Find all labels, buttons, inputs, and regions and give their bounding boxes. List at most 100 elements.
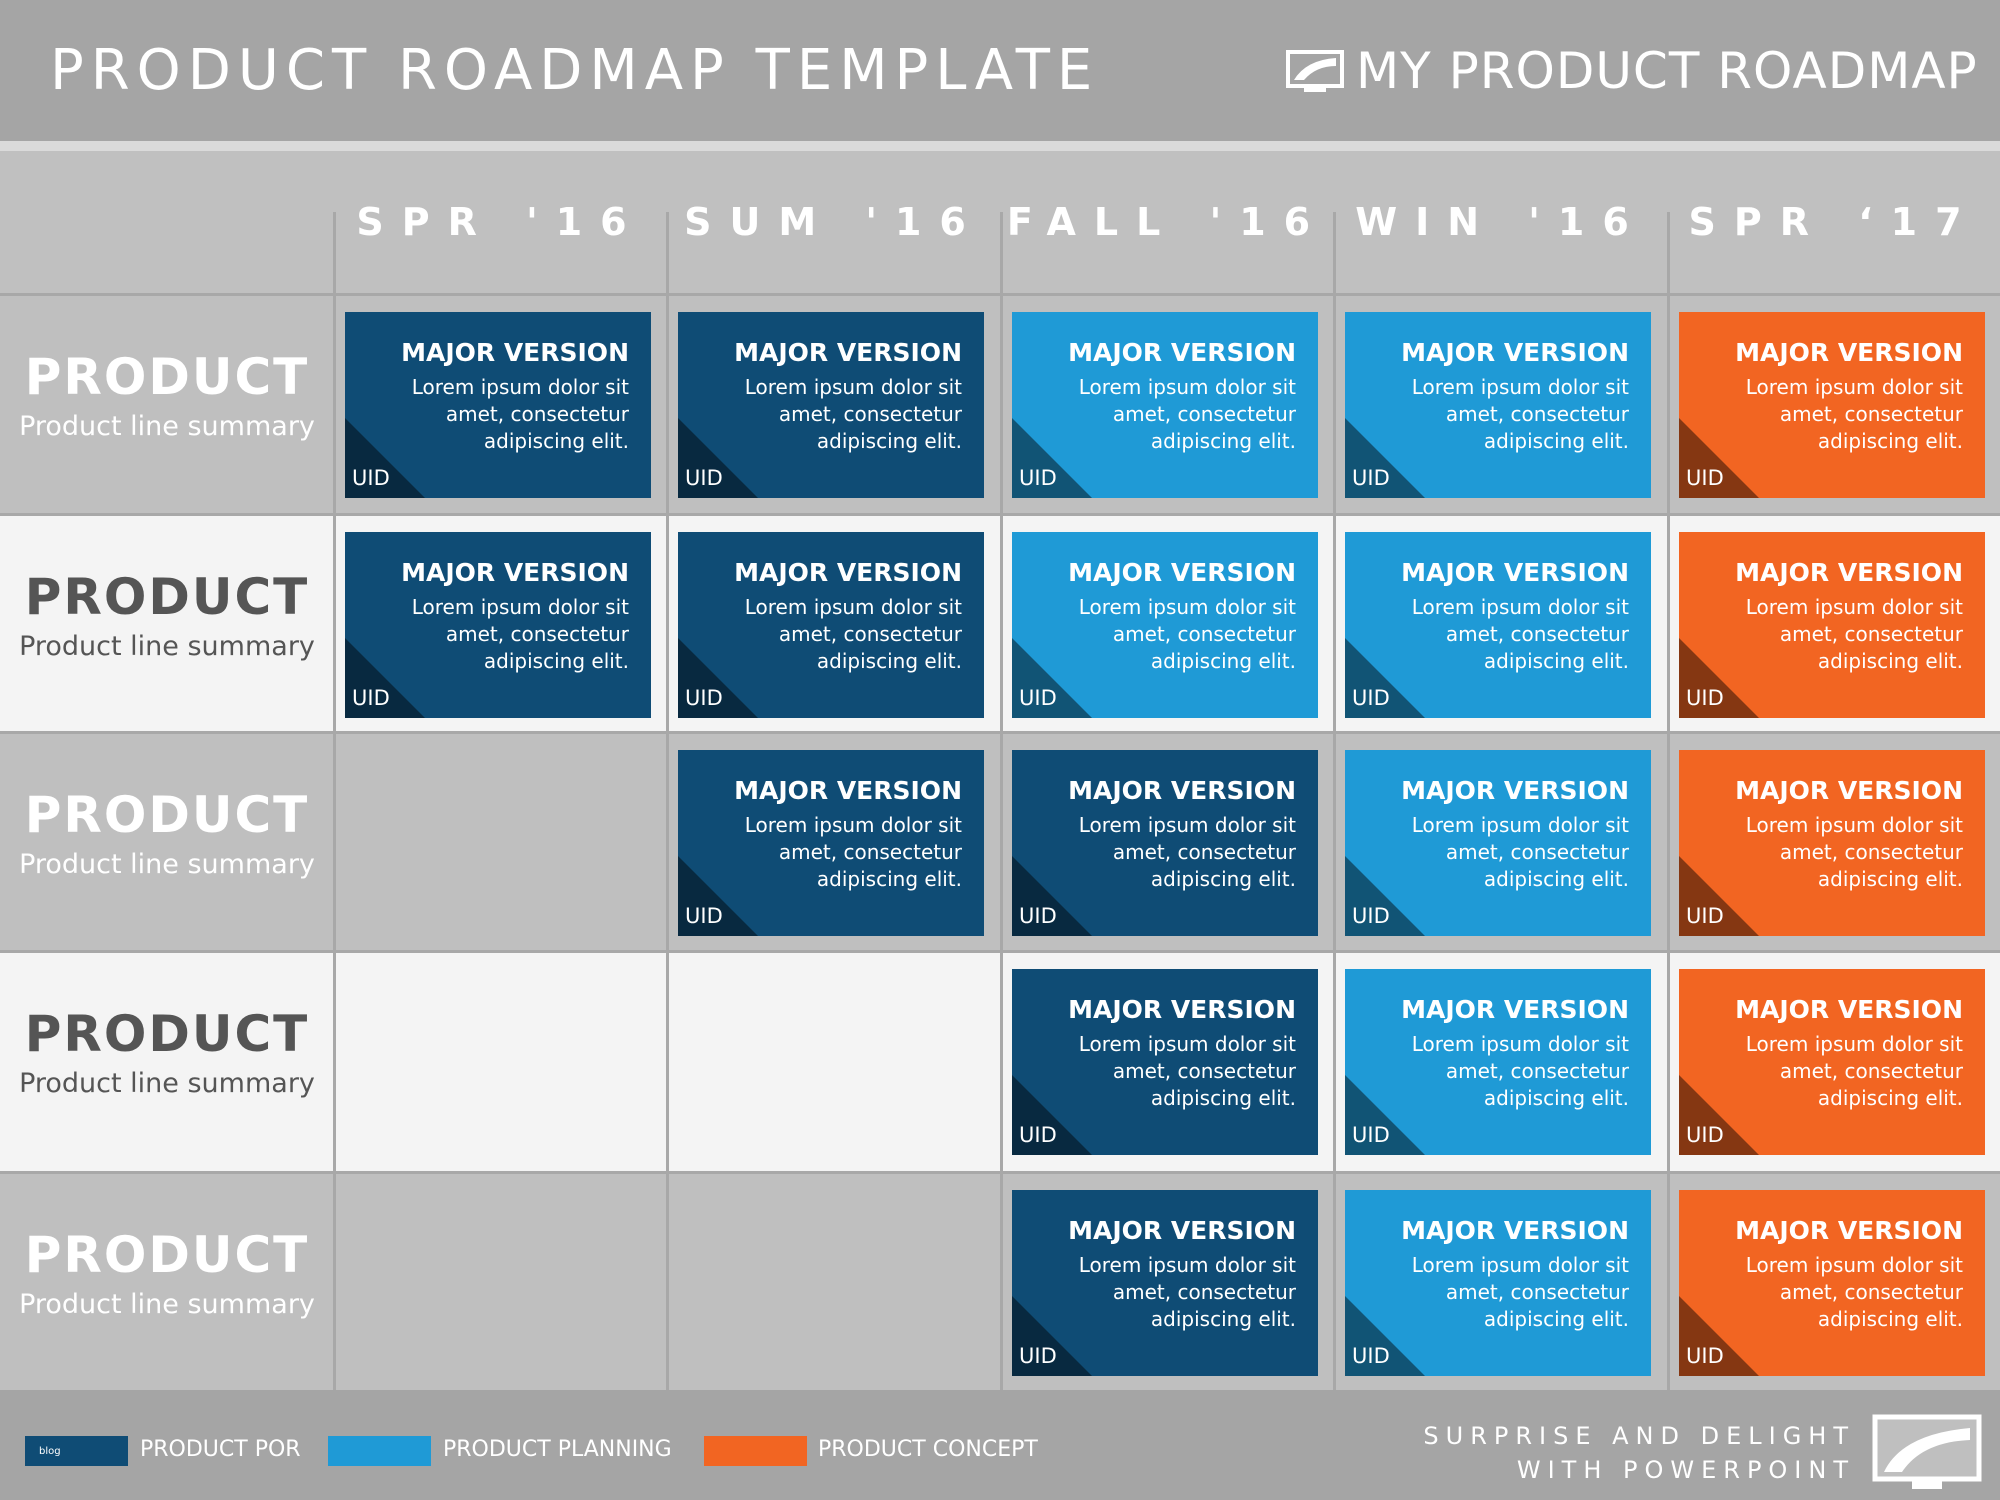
legend-swatch: [704, 1436, 807, 1466]
legend-label: PRODUCT CONCEPT: [818, 1437, 1038, 1462]
column-divider: [1000, 212, 1003, 1390]
brand-logo: [1286, 50, 1344, 92]
roadmap-card: MAJOR VERSION Lorem ipsum dolor sit amet,…: [1012, 969, 1318, 1155]
row-summary: Product line summary: [19, 631, 315, 662]
card-text: Lorem ipsum dolor sit amet, consectetur …: [1745, 375, 1963, 453]
card-title: MAJOR VERSION: [734, 776, 962, 805]
card-text: Lorem ipsum dolor sit amet, consectetur …: [411, 595, 629, 673]
column-divider: [1667, 212, 1670, 1390]
card-title: MAJOR VERSION: [401, 338, 629, 367]
row-title: PRODUCT: [24, 568, 310, 626]
card-title: MAJOR VERSION: [1068, 995, 1296, 1024]
roadmap-card: MAJOR VERSION Lorem ipsum dolor sit amet,…: [1345, 750, 1651, 936]
row-summary: Product line summary: [19, 411, 315, 442]
card-title: MAJOR VERSION: [734, 558, 962, 587]
column-header: SUM '16: [684, 200, 984, 244]
roadmap-card: MAJOR VERSION Lorem ipsum dolor sit amet,…: [345, 532, 651, 718]
card-uid: UID: [1019, 1123, 1057, 1147]
card-uid: UID: [1352, 904, 1390, 928]
roadmap-card: MAJOR VERSION Lorem ipsum dolor sit amet,…: [1012, 750, 1318, 936]
column-header: FALL '16: [1006, 200, 1329, 244]
card-uid: UID: [1686, 466, 1724, 490]
card-title: MAJOR VERSION: [1401, 558, 1629, 587]
card-uid: UID: [1019, 904, 1057, 928]
card-uid: UID: [352, 686, 390, 710]
brand-name: MY PRODUCT ROADMAP: [1356, 42, 1978, 100]
card-uid: UID: [685, 904, 723, 928]
card-text: Lorem ipsum dolor sit amet, consectetur …: [1078, 813, 1296, 891]
column-header: WIN '16: [1355, 200, 1647, 244]
card-text: Lorem ipsum dolor sit amet, consectetur …: [411, 375, 629, 453]
card-text: Lorem ipsum dolor sit amet, consectetur …: [1078, 1253, 1296, 1331]
card-title: MAJOR VERSION: [1068, 338, 1296, 367]
roadmap-card: MAJOR VERSION Lorem ipsum dolor sit amet,…: [1345, 969, 1651, 1155]
card-uid: UID: [685, 466, 723, 490]
card-uid: UID: [352, 466, 390, 490]
card-text: Lorem ipsum dolor sit amet, consectetur …: [744, 375, 962, 453]
header-bar: [0, 0, 2000, 141]
card-text: Lorem ipsum dolor sit amet, consectetur …: [1411, 1032, 1629, 1110]
card-uid: UID: [1019, 686, 1057, 710]
card-text: Lorem ipsum dolor sit amet, consectetur …: [1078, 375, 1296, 453]
header-rule: [0, 141, 2000, 151]
card-title: MAJOR VERSION: [1735, 338, 1963, 367]
card-text: Lorem ipsum dolor sit amet, consectetur …: [1411, 813, 1629, 891]
legend-swatch: blog: [25, 1436, 128, 1466]
row-title: PRODUCT: [24, 1226, 310, 1284]
card-text: Lorem ipsum dolor sit amet, consectetur …: [1411, 1253, 1629, 1331]
card-title: MAJOR VERSION: [1735, 995, 1963, 1024]
card-uid: UID: [1686, 1123, 1724, 1147]
roadmap-card: MAJOR VERSION Lorem ipsum dolor sit amet,…: [1012, 532, 1318, 718]
roadmap-card: MAJOR VERSION Lorem ipsum dolor sit amet,…: [1012, 312, 1318, 498]
card-uid: UID: [1686, 686, 1724, 710]
column-divider: [666, 212, 669, 1390]
card-uid: UID: [1352, 466, 1390, 490]
card-title: MAJOR VERSION: [1401, 338, 1629, 367]
card-title: MAJOR VERSION: [1068, 776, 1296, 805]
card-uid: UID: [1352, 1123, 1390, 1147]
row-title: PRODUCT: [24, 786, 310, 844]
column-divider: [333, 212, 336, 1390]
card-title: MAJOR VERSION: [1735, 776, 1963, 805]
card-uid: UID: [1686, 1344, 1724, 1368]
card-uid: UID: [1019, 1344, 1057, 1368]
roadmap-card: MAJOR VERSION Lorem ipsum dolor sit amet,…: [1679, 532, 1985, 718]
footer-logo: [1872, 1414, 1982, 1489]
roadmap-card: MAJOR VERSION Lorem ipsum dolor sit amet,…: [1679, 312, 1985, 498]
column-header: SPR '16: [356, 200, 645, 244]
card-title: MAJOR VERSION: [1735, 1216, 1963, 1245]
card-title: MAJOR VERSION: [734, 338, 962, 367]
card-title: MAJOR VERSION: [1401, 1216, 1629, 1245]
row-title: PRODUCT: [24, 348, 310, 406]
roadmap-card: MAJOR VERSION Lorem ipsum dolor sit amet,…: [1679, 750, 1985, 936]
card-title: MAJOR VERSION: [1401, 995, 1629, 1024]
legend-swatch-text: blog: [39, 1446, 61, 1457]
roadmap-card: MAJOR VERSION Lorem ipsum dolor sit amet,…: [1345, 1190, 1651, 1376]
card-text: Lorem ipsum dolor sit amet, consectetur …: [744, 813, 962, 891]
footer-tagline: SURPRISE AND DELIGHT: [1423, 1422, 1855, 1450]
card-uid: UID: [1019, 466, 1057, 490]
card-uid: UID: [1686, 904, 1724, 928]
card-uid: UID: [1352, 686, 1390, 710]
card-text: Lorem ipsum dolor sit amet, consectetur …: [1411, 595, 1629, 673]
column-divider: [1333, 212, 1336, 1390]
roadmap-card: MAJOR VERSION Lorem ipsum dolor sit amet,…: [1345, 312, 1651, 498]
card-text: Lorem ipsum dolor sit amet, consectetur …: [1745, 1253, 1963, 1331]
card-title: MAJOR VERSION: [1401, 776, 1629, 805]
card-text: Lorem ipsum dolor sit amet, consectetur …: [1745, 595, 1963, 673]
card-text: Lorem ipsum dolor sit amet, consectetur …: [1745, 813, 1963, 891]
legend-label: PRODUCT POR: [140, 1437, 301, 1462]
page-title: PRODUCT ROADMAP TEMPLATE: [50, 38, 1100, 103]
card-text: Lorem ipsum dolor sit amet, consectetur …: [1078, 595, 1296, 673]
row-summary: Product line summary: [19, 1068, 315, 1099]
card-text: Lorem ipsum dolor sit amet, consectetur …: [1745, 1032, 1963, 1110]
roadmap-card: MAJOR VERSION Lorem ipsum dolor sit amet,…: [1679, 969, 1985, 1155]
column-header: SPR ‘17: [1688, 200, 1980, 244]
card-uid: UID: [685, 686, 723, 710]
roadmap-card: MAJOR VERSION Lorem ipsum dolor sit amet,…: [1012, 1190, 1318, 1376]
legend-swatch: [328, 1436, 431, 1466]
card-title: MAJOR VERSION: [401, 558, 629, 587]
row-summary: Product line summary: [19, 1289, 315, 1320]
card-title: MAJOR VERSION: [1068, 1216, 1296, 1245]
